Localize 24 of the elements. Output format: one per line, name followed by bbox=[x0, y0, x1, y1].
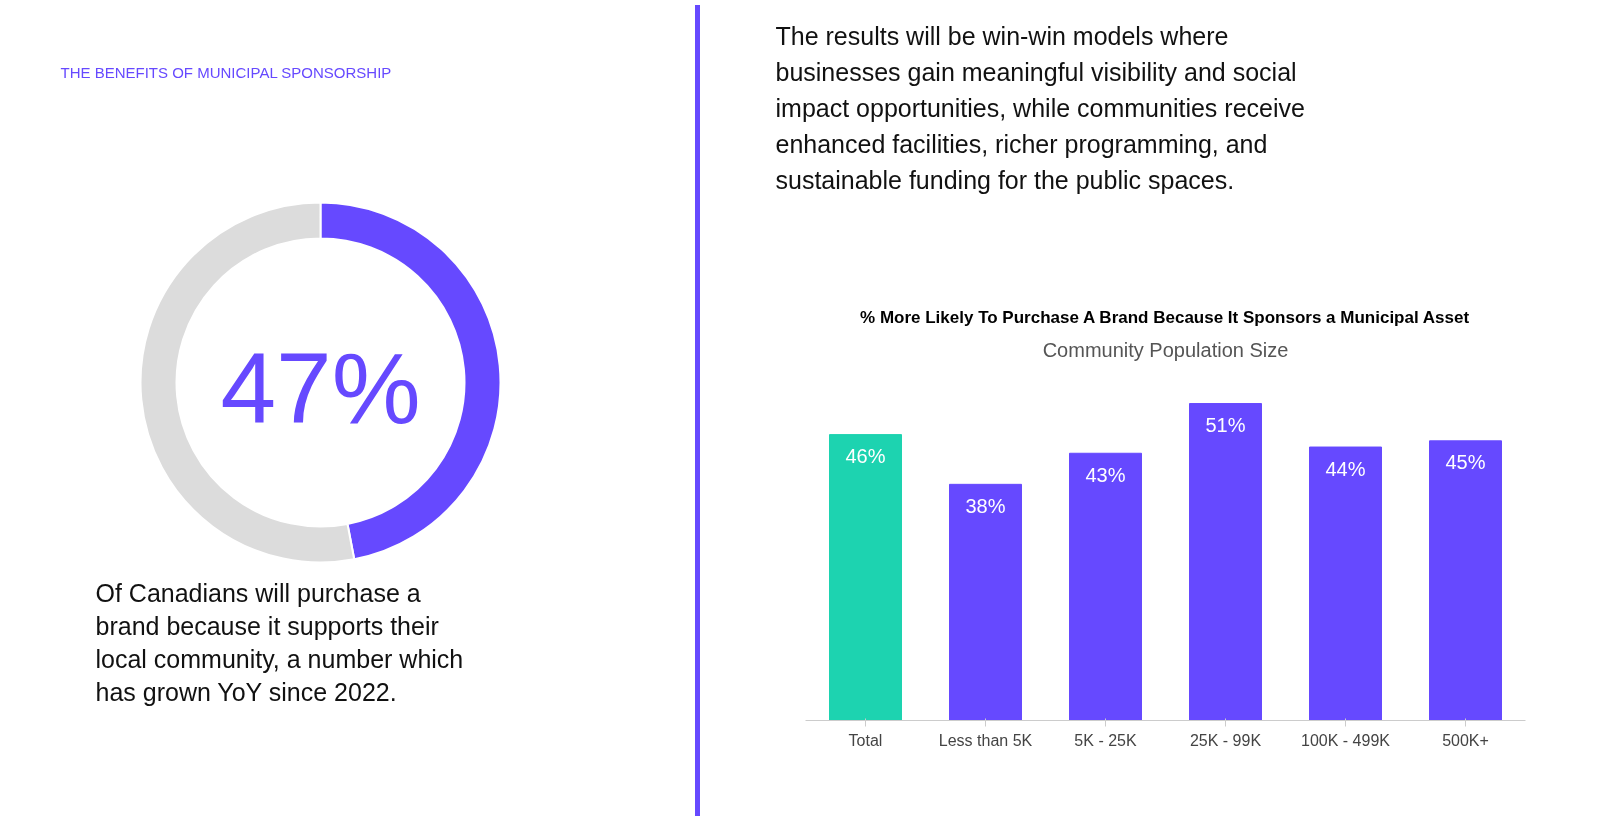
x-tick-label: 100K - 499K bbox=[1301, 731, 1391, 749]
bar bbox=[1429, 440, 1502, 721]
data-label: 51% bbox=[1205, 414, 1246, 437]
text: Of Canadians will purchase a brand because it supports their local community, a number which has grown YoY since 2022. bbox=[95, 578, 464, 706]
x-tick-label: 5K - 25K bbox=[1074, 731, 1137, 749]
chart-title: % More Likely To Purchase A Brand Because It Sponsors a Municipal Asset bbox=[860, 307, 1470, 327]
chart-subtitle: Community Population Size bbox=[1042, 338, 1289, 361]
x-tick-label: Less than 5K bbox=[938, 731, 1033, 749]
data-label: 46% bbox=[845, 445, 886, 468]
data-label: 38% bbox=[965, 494, 1006, 517]
bar bbox=[829, 434, 902, 721]
data-label: 43% bbox=[1085, 463, 1126, 486]
x-tick-label: 25K - 99K bbox=[1189, 731, 1262, 749]
bar bbox=[1069, 452, 1142, 721]
x-tick-label: Total bbox=[848, 731, 883, 749]
data-label: 47% bbox=[220, 331, 421, 444]
text: The results will be win-win models where businesses gain meaningful visibility and social impact opportunities, while communities receive enhanced facilities, richer programming, and sustainable funding for the public spaces. bbox=[775, 21, 1305, 194]
data-label: 44% bbox=[1325, 457, 1366, 480]
bar bbox=[1189, 403, 1262, 721]
bar bbox=[1309, 446, 1382, 721]
chart-title: THE BENEFITS OF MUNICIPAL SPONSORSHIP bbox=[60, 64, 392, 81]
bar bbox=[949, 483, 1022, 721]
x-tick-label: 500K+ bbox=[1442, 731, 1489, 749]
data-label: 45% bbox=[1445, 451, 1486, 474]
